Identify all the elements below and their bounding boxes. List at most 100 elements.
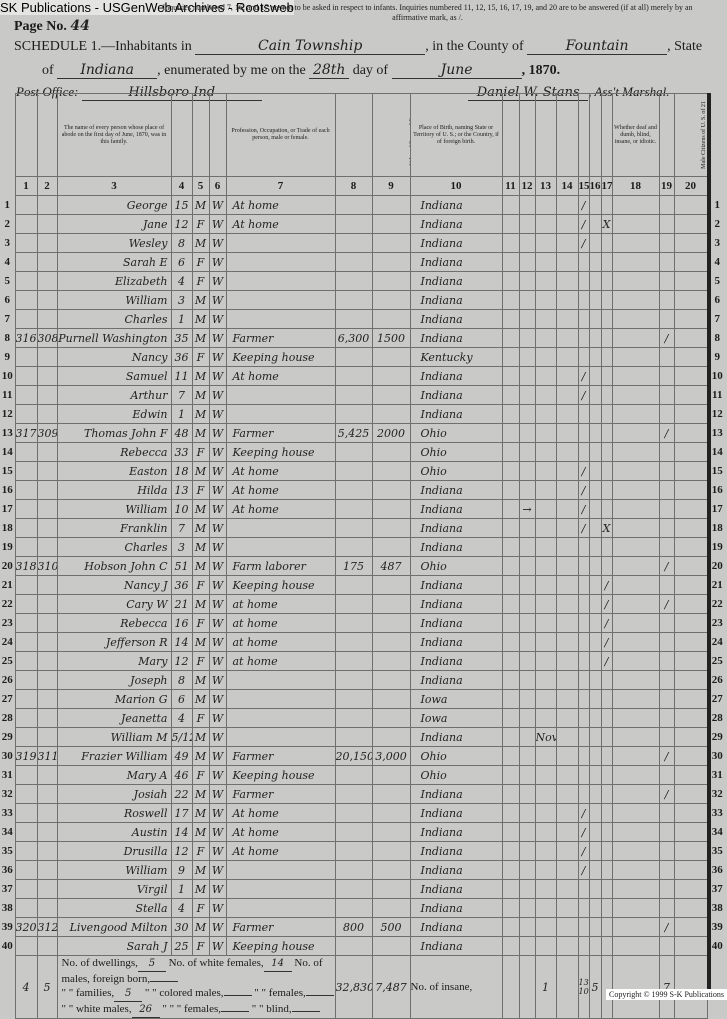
mark-col-13 [534,822,557,842]
insane-label: No. of insane, [410,981,473,993]
family-number [36,347,58,367]
mark-col-17 [600,537,613,557]
age: 46 [170,765,193,785]
real-estate-value [334,784,373,804]
birthplace: Indiana [409,271,503,291]
mark-col-17 [600,499,613,519]
mark-col-15: / [577,803,590,823]
summary-label: No. of dwellings, [61,957,138,969]
mark-col-15: / [577,366,590,386]
birthplace: Ohio [409,765,503,785]
mark-col-12 [518,689,536,709]
table-row: 11 Arthur 7 M W Indiana / 11 [0,385,727,405]
mark-col-18 [611,822,660,842]
column-header-label: Place of Birth, naming State or Territor… [413,124,499,145]
person-name: Drusilla [56,841,172,861]
birthplace: Indiana [409,803,503,823]
row-number: 28 [711,712,723,724]
mark-col-19 [658,936,675,956]
mark-col-16 [588,556,602,576]
mark-col-13 [534,556,557,576]
real-estate-value [334,879,373,899]
mark-col-15 [577,917,590,937]
mark-col-18 [611,233,660,253]
mark-col-11 [501,784,520,804]
person-name: Hobson John C [56,556,172,576]
birthplace: Ohio [409,746,503,766]
birthplace: Indiana [409,309,503,329]
day-of-label: day of [352,63,389,78]
row-number: 23 [1,617,13,629]
mark-col-18 [611,594,660,614]
family-number [36,803,58,823]
mark-col-14 [555,366,579,386]
mark-col-19: / [658,746,675,766]
mark-col-13 [534,860,557,880]
mark-col-18 [611,385,660,405]
mark-col-18 [611,632,660,652]
mark-col-19 [658,404,675,424]
mark-col-20 [673,936,708,956]
family-number [36,594,58,614]
occupation [225,689,336,709]
column-number: 6 [208,176,227,196]
mark-col-17 [600,860,613,880]
mark-col-15 [577,252,590,272]
age: 6 [170,252,193,272]
mark-col-17: / [600,632,613,652]
person-name: Mary [56,651,172,671]
table-row: 4 Sarah E 6 F W Indiana 4 [0,252,727,272]
occupation: At home [225,214,336,234]
mark-col-16 [588,461,602,481]
mark-col-18 [611,936,660,956]
personal-estate-value [371,898,411,918]
row-number: 33 [711,807,723,819]
occupation: At home [225,803,336,823]
mark-col-12 [518,271,536,291]
mark-col-14 [555,537,579,557]
sex: M [191,746,210,766]
real-estate-value [334,347,373,367]
mark-col-17 [600,423,613,443]
mark-col-13 [534,195,557,215]
total-col13: 1 [534,955,557,1019]
row-number: 4 [714,256,721,268]
mark-col-18 [611,537,660,557]
dwelling-number [14,575,38,595]
table-row: 3 Wesley 8 M W Indiana / 3 [0,233,727,253]
mark-col-17 [600,556,613,576]
age: 4 [170,271,193,291]
color: W [208,309,227,329]
column-header-label: The name of every person whose place of … [61,124,167,145]
real-estate-value [334,632,373,652]
mark-col-11 [501,765,520,785]
table-row: 32 Josiah 22 M W Farmer Indiana / 32 [0,784,727,804]
dwelling-number [14,233,38,253]
mark-col-20 [673,784,708,804]
birthplace: Indiana [409,613,503,633]
family-number [36,727,58,747]
mark-col-16 [588,746,602,766]
age: 35 [170,328,193,348]
personal-estate-value: 1500 [371,328,411,348]
total-col11 [501,955,520,1019]
dwelling-number [14,214,38,234]
mark-col-13 [534,461,557,481]
mark-col-18 [611,613,660,633]
mark-col-11 [501,385,520,405]
state-label: , State [667,39,703,54]
row-number: 31 [1,769,13,781]
row-number: 15 [1,465,13,477]
mark-col-14 [555,271,579,291]
real-estate-value [334,803,373,823]
mark-col-11 [501,879,520,899]
row-number: 1 [714,199,721,211]
real-estate-value: 20,150 [334,746,373,766]
row-number: 25 [1,655,13,667]
mark-col-13 [534,271,557,291]
color: W [208,328,227,348]
mark-col-13 [534,385,557,405]
column-header-3: The name of every person whose place of … [56,93,172,177]
sex: F [191,841,210,861]
mark-col-20 [673,328,708,348]
